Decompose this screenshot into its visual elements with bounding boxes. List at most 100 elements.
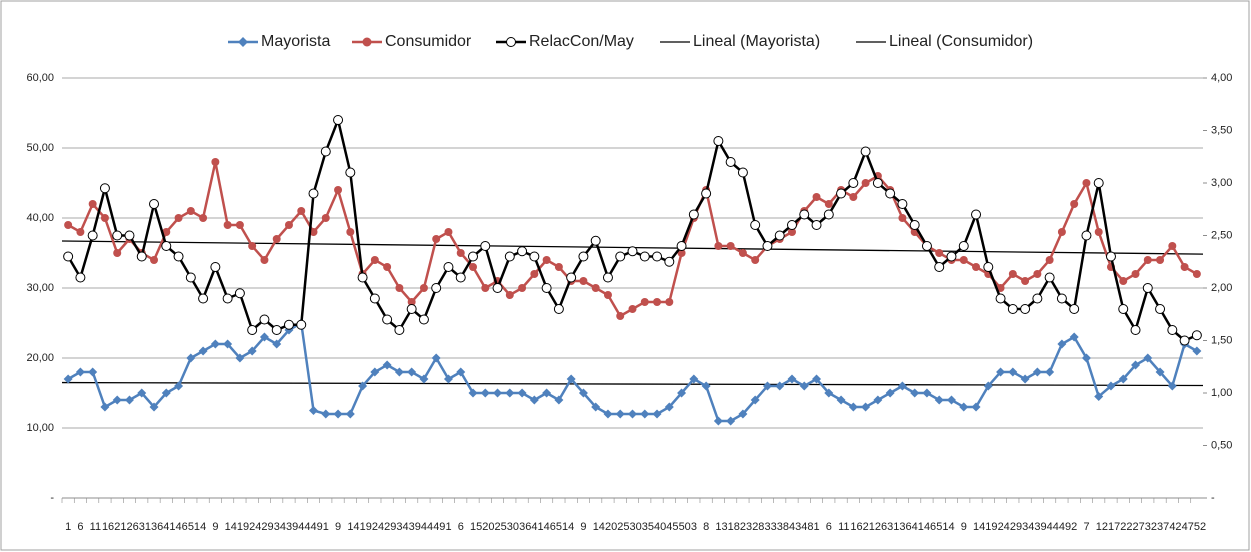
marker — [223, 339, 233, 349]
marker — [309, 406, 319, 415]
marker — [88, 367, 98, 377]
marker — [652, 251, 663, 262]
x-tick-label: 39 — [286, 521, 298, 533]
x-tick-label: 7 — [1083, 521, 1089, 533]
marker — [161, 241, 172, 251]
marker — [996, 367, 1006, 377]
legend-label: Lineal (Mayorista) — [693, 33, 820, 50]
marker — [492, 283, 503, 293]
marker — [737, 167, 748, 178]
marker — [199, 214, 208, 222]
x-tick-label: 27 — [1133, 521, 1145, 533]
marker — [480, 241, 491, 251]
marker — [726, 416, 736, 426]
marker — [529, 251, 540, 262]
marker — [701, 381, 711, 391]
marker — [898, 214, 907, 222]
marker — [1008, 367, 1018, 377]
marker — [664, 256, 675, 267]
marker — [836, 395, 846, 405]
marker — [824, 200, 833, 208]
x-tick-label: 51 — [936, 521, 948, 533]
x-tick-label: 6 — [458, 521, 464, 533]
marker — [1192, 346, 1202, 356]
x-tick-label: 9 — [580, 521, 586, 533]
x-tick-label: 9 — [212, 521, 218, 533]
x-tick-label: 24 — [998, 521, 1010, 533]
marker — [1081, 353, 1091, 363]
marker — [627, 246, 638, 257]
x-tick-label: 29 — [384, 521, 396, 533]
marker — [124, 230, 135, 241]
marker — [419, 374, 429, 384]
x-tick-label: 45 — [666, 521, 678, 533]
x-tick-label: 13 — [715, 521, 727, 533]
marker — [456, 367, 466, 377]
marker — [1057, 228, 1066, 236]
marker — [861, 179, 870, 187]
marker — [1155, 304, 1166, 314]
marker — [1168, 242, 1177, 250]
x-tick-label: 1 — [65, 521, 71, 533]
marker — [1032, 293, 1043, 304]
y2-tick-label: - — [1211, 492, 1215, 504]
marker — [469, 263, 478, 271]
marker — [1106, 381, 1116, 391]
x-tick-label: 36 — [519, 521, 531, 533]
marker — [370, 367, 380, 377]
x-tick-label: 46 — [924, 521, 936, 533]
marker — [1069, 332, 1079, 342]
marker — [1155, 367, 1165, 377]
marker — [297, 207, 306, 215]
marker — [369, 293, 380, 304]
marker — [87, 230, 98, 241]
x-tick-label: 21 — [863, 521, 875, 533]
marker — [308, 188, 319, 199]
marker — [897, 199, 908, 209]
x-tick-label: 42 — [1169, 521, 1181, 533]
marker — [983, 381, 993, 391]
x-tick-label: 1 — [323, 521, 329, 533]
marker — [775, 381, 785, 391]
marker — [1045, 256, 1054, 264]
marker — [1143, 353, 1153, 363]
marker — [173, 251, 184, 262]
x-tick-label: 34 — [1022, 521, 1034, 533]
x-tick-label: 16 — [850, 521, 862, 533]
x-tick-label: 52 — [1194, 521, 1206, 533]
marker — [922, 388, 932, 398]
trendline — [61, 381, 1204, 387]
marker — [149, 199, 160, 209]
marker — [959, 256, 968, 264]
marker — [1094, 228, 1103, 236]
x-tick-label: 49 — [1059, 521, 1071, 533]
marker — [995, 293, 1006, 304]
marker — [113, 249, 122, 257]
x-tick-label: 35 — [642, 521, 654, 533]
marker — [468, 388, 478, 398]
marker — [320, 146, 331, 157]
marker — [346, 228, 355, 236]
marker — [566, 374, 576, 384]
marker — [284, 221, 293, 229]
marker — [811, 220, 822, 230]
x-tick-label: 29 — [1010, 521, 1022, 533]
marker — [149, 402, 159, 412]
marker — [1179, 335, 1190, 346]
marker — [161, 388, 171, 398]
marker — [529, 395, 539, 405]
marker — [1156, 256, 1165, 264]
marker — [76, 228, 85, 236]
marker — [885, 388, 895, 398]
marker — [774, 230, 785, 241]
marker — [542, 388, 552, 398]
marker — [677, 249, 686, 257]
marker — [1180, 263, 1189, 271]
marker — [713, 416, 723, 426]
marker — [738, 249, 747, 257]
marker — [63, 374, 73, 384]
marker — [259, 314, 270, 325]
marker — [174, 381, 184, 391]
marker — [664, 402, 674, 412]
x-tick-label: 39 — [1034, 521, 1046, 533]
